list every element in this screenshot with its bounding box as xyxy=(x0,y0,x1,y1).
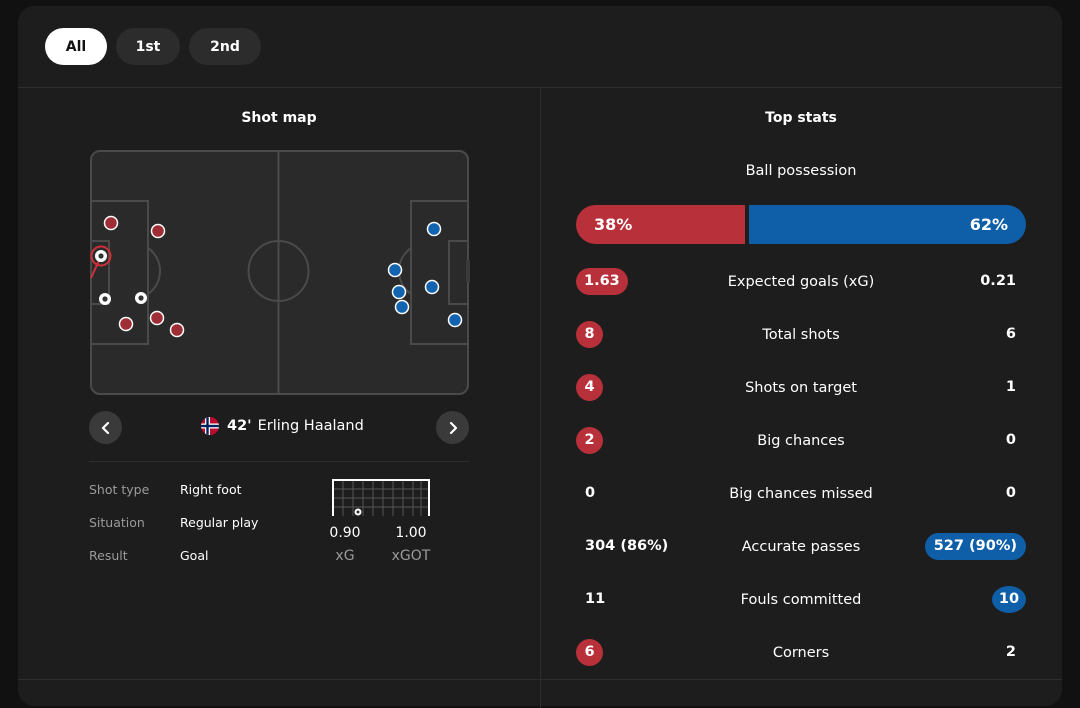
player-name: Erling Haaland xyxy=(257,418,364,434)
stat-away-value: 2 xyxy=(1005,644,1016,660)
away-shot-marker[interactable] xyxy=(387,262,403,278)
away-shot-marker[interactable] xyxy=(424,279,440,295)
stat-home-value: 11 xyxy=(585,591,606,607)
home-goal-marker[interactable] xyxy=(135,292,147,304)
home-shot-marker[interactable] xyxy=(149,310,165,326)
situation-label: Situation xyxy=(89,515,145,530)
home-shot-marker[interactable] xyxy=(118,316,134,332)
top-stats-title: Top stats xyxy=(765,110,837,126)
stat-label: Shots on target xyxy=(745,380,857,396)
stat-row-fouls-committed: Fouls committed 11 10 xyxy=(576,586,1026,614)
xgot-label: xGOT xyxy=(391,548,431,564)
norway-flag-icon xyxy=(201,417,219,435)
stat-label: Accurate passes xyxy=(741,539,861,555)
shot-map-title: Shot map xyxy=(241,110,317,126)
tab-all[interactable]: All xyxy=(45,28,107,65)
stat-label: Total shots xyxy=(762,327,840,343)
chevron-left-icon xyxy=(101,421,109,434)
stat-row-big-chances: Big chances 2 0 xyxy=(576,427,1026,455)
situation-value: Regular play xyxy=(180,515,259,530)
xgot-value: 1.00 xyxy=(395,525,427,541)
shot-type-value: Right foot xyxy=(180,482,242,497)
stat-row-big-chances-missed: Big chances missed 0 0 xyxy=(576,480,1026,508)
divider xyxy=(89,461,469,462)
away-shot-marker[interactable] xyxy=(447,312,463,328)
stat-row-expected-goals: Expected goals (xG) 1.63 0.21 xyxy=(576,268,1026,296)
stat-home-value: 8 xyxy=(576,321,603,348)
home-shot-marker[interactable] xyxy=(150,223,166,239)
chevron-right-icon xyxy=(449,421,457,434)
column-divider xyxy=(540,88,541,708)
selected-shot-player: 42' Erling Haaland xyxy=(201,417,364,435)
possession-away-bar: 62% xyxy=(749,205,1026,244)
result-label: Result xyxy=(89,548,128,563)
stat-away-value: 0.21 xyxy=(980,273,1016,289)
stat-row-accurate-passes: Accurate passes 304 (86%) 527 (90%) xyxy=(576,533,1026,561)
divider xyxy=(18,679,1062,680)
next-shot-button[interactable] xyxy=(436,411,469,444)
divider xyxy=(18,87,1062,88)
away-shot-marker[interactable] xyxy=(391,284,407,300)
xg-label: xG xyxy=(335,548,355,564)
possession-away-value: 62% xyxy=(969,215,1008,234)
stat-label: Expected goals (xG) xyxy=(727,274,875,290)
shot-type-label: Shot type xyxy=(89,482,150,497)
selected-goal-marker[interactable] xyxy=(90,245,112,279)
shot-map-pitch xyxy=(90,150,470,395)
stat-row-corners: Corners 6 2 xyxy=(576,639,1026,667)
home-shot-marker[interactable] xyxy=(103,215,119,231)
stat-away-value: 6 xyxy=(1005,326,1016,342)
possession-label: Ball possession xyxy=(745,163,857,179)
stat-label: Corners xyxy=(772,645,830,661)
stat-away-value: 0 xyxy=(1005,432,1016,448)
possession-home-bar: 38% xyxy=(576,205,745,244)
stat-home-value: 4 xyxy=(576,374,603,401)
possession-home-value: 38% xyxy=(594,215,633,234)
stat-away-value: 527 (90%) xyxy=(924,533,1026,560)
stat-label: Big chances missed xyxy=(729,486,873,502)
tab-first-half[interactable]: 1st xyxy=(116,28,180,65)
away-shot-marker[interactable] xyxy=(394,299,410,315)
tab-second-half[interactable]: 2nd xyxy=(189,28,261,65)
stat-home-value: 1.63 xyxy=(576,268,628,295)
result-value: Goal xyxy=(180,548,209,563)
stat-away-value: 10 xyxy=(992,586,1026,613)
stat-away-value: 1 xyxy=(1005,379,1016,395)
stat-home-value: 0 xyxy=(585,485,596,501)
previous-shot-button[interactable] xyxy=(89,411,122,444)
goal-frame-icon xyxy=(332,479,430,516)
home-shot-marker[interactable] xyxy=(169,322,185,338)
stat-home-value: 304 (86%) xyxy=(585,538,669,554)
stat-label: Big chances xyxy=(757,433,845,449)
stat-label: Fouls committed xyxy=(740,592,862,608)
match-stats-card: All 1st 2nd Shot map xyxy=(18,6,1062,708)
xg-value: 0.90 xyxy=(329,525,361,541)
stat-home-value: 6 xyxy=(576,639,603,666)
stat-home-value: 2 xyxy=(576,427,603,454)
shot-minute: 42' xyxy=(227,418,252,434)
home-goal-marker[interactable] xyxy=(99,293,111,305)
period-tabs: All 1st 2nd xyxy=(45,28,261,65)
stat-row-total-shots: Total shots 8 6 xyxy=(576,321,1026,349)
stat-row-shots-on-target: Shots on target 4 1 xyxy=(576,374,1026,402)
stat-away-value: 0 xyxy=(1005,485,1016,501)
away-shot-marker[interactable] xyxy=(426,221,442,237)
